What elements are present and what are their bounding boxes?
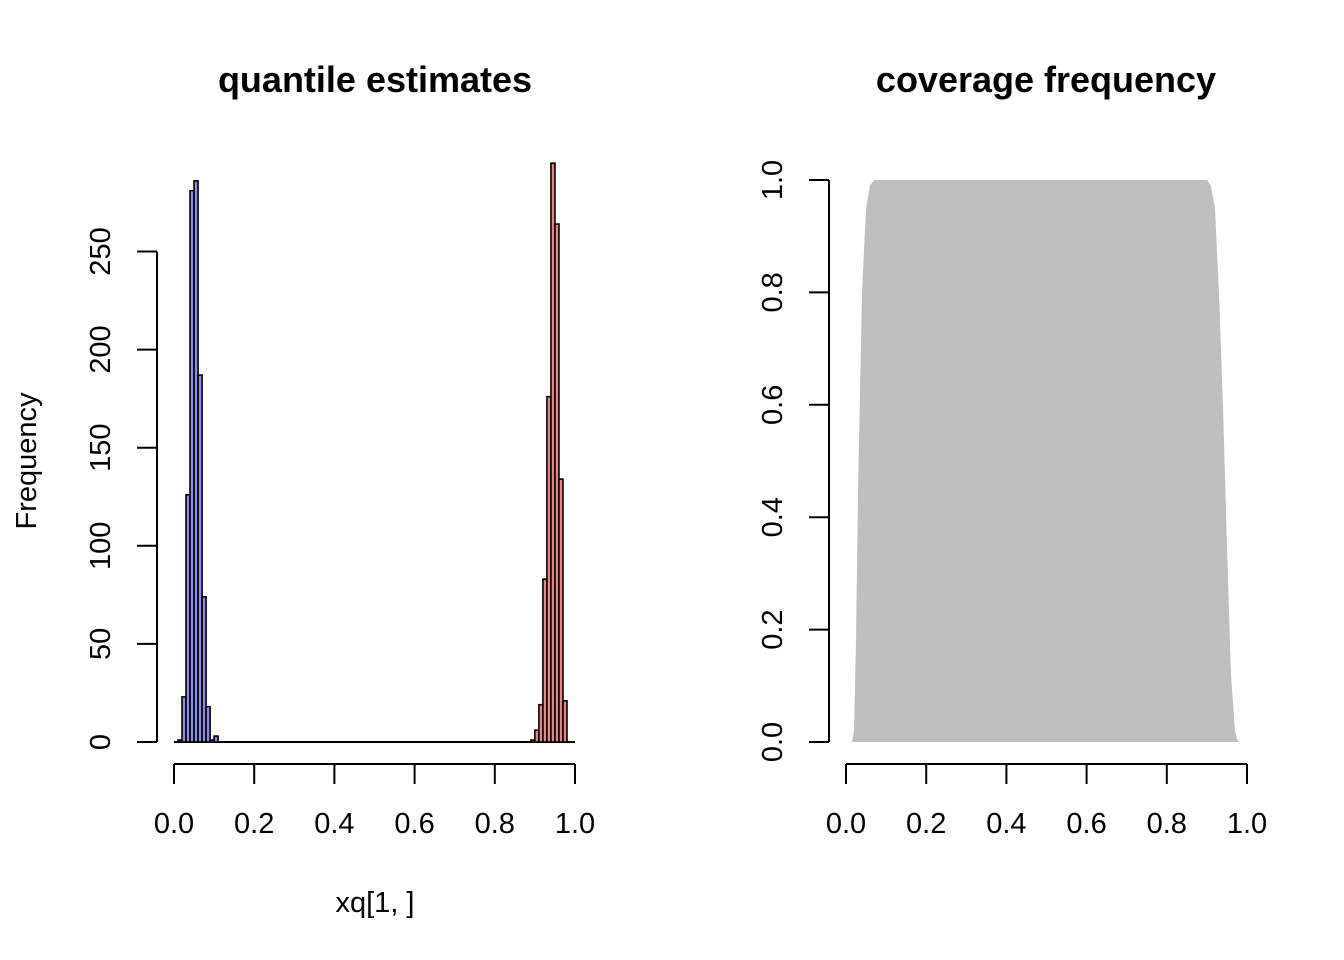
y-axis-label: Frequency — [11, 392, 43, 530]
x-tick-label: 0.0 — [154, 808, 194, 840]
y-tick-label: 0.6 — [757, 385, 789, 425]
x-tick-label: 0.6 — [394, 808, 434, 840]
y-tick-label: 50 — [85, 628, 117, 660]
histogram-bar — [213, 735, 219, 743]
chart-title: quantile estimates — [218, 59, 532, 100]
histogram-bar — [205, 705, 211, 743]
histogram-bar — [562, 699, 568, 743]
histogram-bar — [558, 478, 564, 743]
x-tick-label: 0.4 — [986, 808, 1026, 840]
coverage-area — [852, 180, 1239, 742]
y-tick-label: 0.0 — [757, 722, 789, 762]
histogram-bar — [201, 596, 207, 743]
x-tick-label: 0.8 — [1147, 808, 1187, 840]
y-axis: 0.0 0.2 0.4 0.6 0.8 1.0 — [757, 160, 830, 762]
x-axis-label: xq[1, ] — [336, 887, 415, 919]
x-tick-label: 0.2 — [906, 808, 946, 840]
x-axis: 0.0 0.2 0.4 0.6 0.8 1.0 — [154, 763, 595, 840]
coverage-panel: coverage frequency 0.0 0.2 0.4 0.6 0.8 1.0 0.… — [757, 59, 1267, 840]
y-tick-label: 0 — [85, 734, 117, 750]
x-tick-label: 1.0 — [555, 808, 595, 840]
histogram-bars — [174, 162, 575, 743]
y-tick-label: 150 — [85, 424, 117, 472]
x-tick-label: 0.6 — [1066, 808, 1106, 840]
y-axis: 0 50 100 150 200 250 — [85, 227, 158, 750]
x-axis: 0.0 0.2 0.4 0.6 0.8 1.0 — [826, 763, 1267, 840]
y-tick-label: 0.2 — [757, 609, 789, 649]
x-tick-label: 0.0 — [826, 808, 866, 840]
x-tick-label: 0.2 — [234, 808, 274, 840]
y-tick-label: 1.0 — [757, 160, 789, 200]
chart-title: coverage frequency — [876, 59, 1216, 100]
y-tick-label: 100 — [85, 522, 117, 570]
y-tick-label: 0.4 — [757, 497, 789, 537]
y-tick-label: 0.8 — [757, 272, 789, 312]
x-tick-label: 1.0 — [1227, 808, 1267, 840]
x-tick-label: 0.8 — [475, 808, 515, 840]
x-tick-label: 0.4 — [314, 808, 354, 840]
y-tick-label: 250 — [85, 227, 117, 275]
histogram-bar — [197, 374, 203, 743]
y-tick-label: 200 — [85, 325, 117, 373]
